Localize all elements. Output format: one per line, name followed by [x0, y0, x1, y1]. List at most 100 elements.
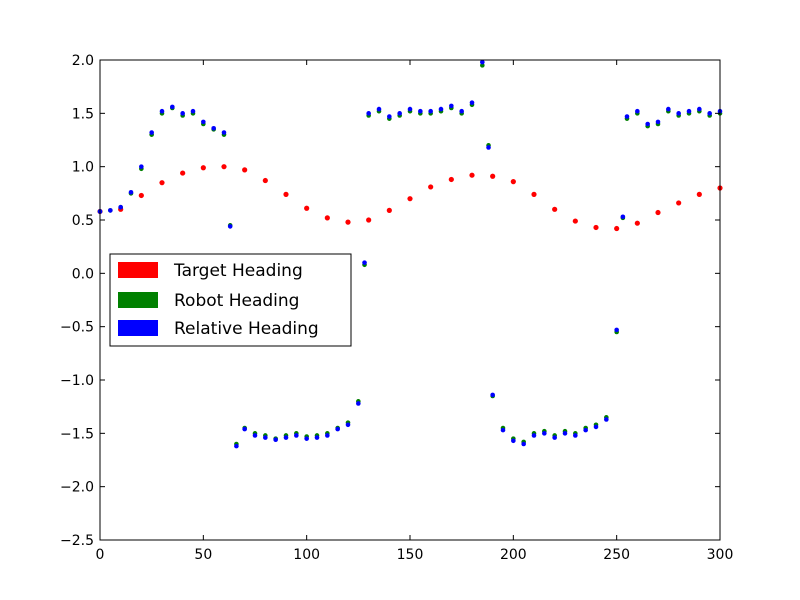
data-point: [221, 130, 227, 135]
data-point: [242, 426, 247, 432]
data-point: [345, 422, 351, 428]
data-point: [304, 436, 309, 441]
data-point: [418, 108, 423, 114]
data-point: [325, 433, 330, 438]
data-point: [304, 205, 310, 211]
data-point: [486, 145, 491, 150]
y-tick-label: −2.5: [60, 533, 94, 549]
data-point: [707, 111, 712, 116]
data-point: [252, 433, 258, 438]
x-tick-label: 250: [603, 547, 630, 563]
series-layer: [97, 59, 723, 449]
data-point: [614, 327, 619, 333]
y-tick-label: −0.5: [60, 320, 94, 336]
x-tick-label: 150: [397, 547, 424, 563]
data-point: [562, 431, 568, 436]
data-point: [149, 130, 154, 135]
legend-swatch-relative-heading: [118, 320, 158, 336]
data-point: [572, 218, 578, 224]
data-point: [324, 215, 330, 221]
data-point: [490, 173, 496, 179]
legend-label-target-heading: Target Heading: [173, 261, 303, 281]
data-point: [201, 119, 206, 125]
data-point: [697, 106, 702, 112]
data-point: [190, 108, 196, 114]
data-point: [180, 170, 186, 176]
data-point: [510, 179, 516, 185]
data-point: [366, 111, 371, 116]
data-point: [118, 204, 123, 210]
y-tick-label: −1.0: [60, 373, 94, 389]
data-point: [227, 224, 233, 229]
data-point: [283, 191, 289, 197]
data-point: [500, 427, 506, 433]
data-point: [614, 225, 620, 232]
axis-layer: 0 50 100 150 200 250 300 −2.5 −2.0 −1.5 −1.0 −0.5 0.…: [60, 53, 733, 563]
data-point: [624, 114, 630, 119]
data-point: [108, 208, 113, 213]
legend-swatch-robot-heading: [118, 292, 158, 308]
x-tick-label: 50: [194, 547, 212, 563]
data-point: [180, 111, 185, 116]
legend-label-relative-heading: Relative Heading: [174, 319, 319, 339]
data-point: [459, 108, 464, 114]
y-tick-label: 0.5: [72, 213, 94, 229]
data-point: [387, 114, 392, 119]
data-point: [676, 200, 682, 206]
legend-swatch-target-heading: [118, 262, 158, 278]
data-point: [552, 206, 558, 212]
data-point: [542, 431, 547, 436]
data-point: [159, 180, 165, 186]
data-point: [552, 435, 557, 440]
data-point: [170, 104, 175, 110]
data-point: [362, 260, 367, 265]
data-point: [449, 103, 454, 109]
y-tick-label: −1.5: [60, 426, 94, 442]
data-point: [655, 209, 661, 216]
x-tick-label: 200: [500, 547, 527, 563]
data-point: [366, 217, 372, 223]
data-point: [234, 443, 239, 449]
data-point: [345, 219, 351, 225]
data-point: [407, 196, 413, 202]
data-point: [128, 189, 134, 195]
x-tick-label: 100: [293, 547, 320, 563]
data-point: [294, 433, 299, 438]
x-tick-label: 300: [707, 547, 734, 563]
legend-label-robot-heading: Robot Heading: [174, 291, 299, 311]
data-point: [645, 121, 650, 127]
data-point: [200, 165, 206, 171]
data-point: [138, 192, 144, 199]
data-point: [221, 164, 227, 170]
data-point: [666, 106, 671, 112]
data-point: [407, 106, 413, 112]
data-point: [573, 433, 578, 438]
data-point: [397, 111, 402, 116]
data-point: [263, 435, 268, 440]
data-point: [593, 424, 599, 430]
y-tick-label: −2.0: [60, 480, 94, 496]
data-point: [376, 106, 382, 112]
data-point: [356, 401, 361, 406]
data-point: [635, 108, 640, 114]
data-point: [655, 119, 661, 125]
legend: Target Heading Robot Heading Relative He…: [109, 253, 352, 347]
x-tick-label: 0: [96, 547, 105, 563]
data-point: [634, 220, 640, 226]
data-point: [438, 106, 444, 112]
data-point: [448, 176, 454, 183]
data-point: [428, 184, 434, 190]
y-tick-label: 1.0: [72, 160, 94, 176]
data-point: [490, 392, 495, 398]
y-tick-label: 0.0: [72, 266, 94, 282]
data-point: [386, 207, 392, 213]
data-point: [620, 214, 626, 220]
data-point: [335, 426, 340, 432]
data-point: [604, 417, 609, 422]
data-point: [159, 108, 165, 114]
data-point: [314, 435, 320, 440]
data-point: [469, 172, 475, 178]
data-point: [242, 167, 248, 173]
y-tick-label: 2.0: [72, 53, 94, 69]
